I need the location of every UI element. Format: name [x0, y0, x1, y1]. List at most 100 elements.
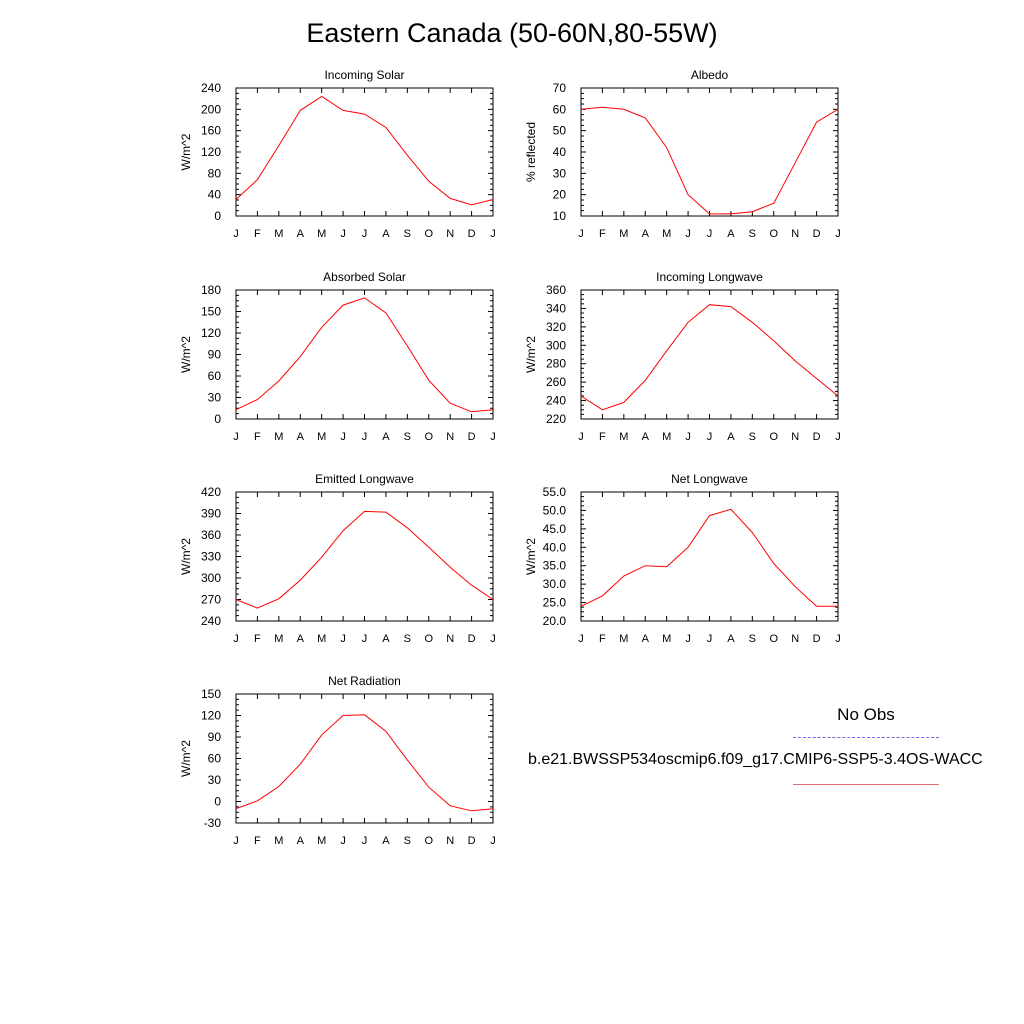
plot-frame	[580, 289, 839, 420]
x-tick-label: M	[662, 431, 671, 443]
x-tick-label: N	[446, 633, 454, 645]
x-tick-label: J	[707, 633, 713, 645]
y-tick-label: 390	[201, 507, 221, 521]
x-tick-label: M	[317, 431, 326, 443]
chart-panel-4: J F M A M J J A S O N D J220240260280300320340360W/m…	[524, 270, 841, 443]
y-tick-label: 120	[201, 145, 221, 159]
y-tick-label: 360	[201, 528, 221, 542]
x-tick-label: S	[404, 835, 411, 847]
panel-title: Incoming Solar	[324, 68, 404, 82]
x-tick-label: A	[297, 633, 305, 645]
y-tick-label: 35.0	[543, 559, 567, 573]
y-tick-label: 0	[214, 209, 221, 223]
x-tick-label: J	[490, 228, 496, 240]
x-tick-label: J	[707, 431, 713, 443]
x-tick-label: J	[685, 228, 691, 240]
y-tick-label: 360	[546, 283, 566, 297]
y-tick-label: 30	[208, 773, 222, 787]
y-tick-label: 200	[201, 102, 221, 116]
y-tick-label: 0	[214, 412, 221, 426]
y-tick-label: 50	[553, 124, 567, 138]
y-tick-label: 420	[201, 485, 221, 499]
x-tick-label: J	[233, 228, 239, 240]
x-tick-label: A	[297, 835, 305, 847]
x-tick-label: J	[578, 431, 584, 443]
y-tick-label: 60	[553, 102, 567, 116]
x-tick-label: S	[749, 431, 756, 443]
x-tick-label: F	[254, 431, 261, 443]
x-tick-label: M	[619, 431, 628, 443]
y-tick-label: 300	[546, 338, 566, 352]
x-tick-label: S	[749, 228, 756, 240]
x-tick-label: J	[685, 431, 691, 443]
series-line	[580, 106, 839, 215]
y-tick-label: 340	[546, 301, 566, 315]
panel-title: Net Longwave	[671, 472, 748, 486]
x-tick-label: D	[813, 633, 821, 645]
y-tick-label: 320	[546, 320, 566, 334]
legend-case-label: b.e21.BWSSP534oscmip6.f09_g17.CMIP6-SSP5…	[528, 751, 983, 768]
x-tick-label: M	[662, 633, 671, 645]
x-tick-label: M	[317, 633, 326, 645]
x-tick-label: J	[490, 633, 496, 645]
x-tick-label: A	[382, 633, 390, 645]
x-tick-label: A	[382, 431, 390, 443]
y-tick-label: 330	[201, 550, 221, 564]
y-axis-label: W/m^2	[179, 740, 193, 777]
y-tick-label: 45.0	[543, 522, 567, 536]
legend-case-line	[793, 784, 939, 785]
panel-title: Incoming Longwave	[656, 270, 763, 284]
y-axis-label: W/m^2	[179, 336, 193, 373]
x-tick-label: O	[769, 431, 778, 443]
x-tick-label: O	[424, 633, 433, 645]
x-tick-label: D	[468, 431, 476, 443]
y-tick-label: 80	[208, 166, 222, 180]
x-tick-label: J	[362, 228, 368, 240]
x-tick-label: F	[599, 228, 606, 240]
x-tick-label: O	[424, 835, 433, 847]
y-tick-label: 60	[208, 752, 222, 766]
x-tick-label: M	[274, 835, 283, 847]
plot-frame	[580, 491, 839, 622]
y-axis-label: W/m^2	[524, 336, 538, 373]
x-tick-label: F	[254, 633, 261, 645]
x-tick-label: S	[404, 228, 411, 240]
y-tick-label: 240	[201, 81, 221, 95]
y-tick-label: 150	[201, 687, 221, 701]
y-tick-label: 10	[553, 209, 567, 223]
y-tick-label: 40	[553, 145, 567, 159]
x-tick-label: J	[835, 431, 841, 443]
chart-panel-3: J F M A M J J A S O N D J0306090120150180W/m^2Absorb…	[179, 270, 496, 443]
x-tick-label: S	[404, 431, 411, 443]
x-tick-label: A	[382, 228, 390, 240]
x-tick-label: D	[468, 835, 476, 847]
y-tick-label: 55.0	[543, 485, 567, 499]
x-tick-label: A	[727, 431, 735, 443]
y-axis-label: W/m^2	[179, 133, 193, 170]
x-tick-label: J	[362, 633, 368, 645]
x-tick-label: J	[362, 835, 368, 847]
panel-title: Net Radiation	[328, 674, 401, 688]
x-tick-label: D	[468, 228, 476, 240]
y-tick-label: 90	[208, 730, 222, 744]
x-tick-label: M	[317, 835, 326, 847]
x-tick-label: N	[791, 633, 799, 645]
series-line	[580, 508, 838, 607]
y-tick-label: 70	[553, 81, 567, 95]
y-axis-label: W/m^2	[179, 538, 193, 575]
panel-title: Albedo	[691, 68, 729, 82]
y-tick-label: 150	[201, 305, 221, 319]
x-tick-label: A	[642, 228, 650, 240]
x-tick-label: J	[233, 835, 239, 847]
y-tick-label: 90	[208, 348, 222, 362]
y-tick-label: 50.0	[543, 503, 567, 517]
chart-panel-6: J F M A M J J A S O N D J20.025.030.035.040.045.050.…	[524, 472, 841, 645]
x-tick-label: A	[727, 228, 735, 240]
x-tick-label: A	[297, 228, 305, 240]
y-tick-label: 30.0	[543, 577, 567, 591]
legend-no-obs-label: No Obs	[837, 705, 895, 724]
x-tick-label: J	[835, 228, 841, 240]
chart-panel-1: J F M A M J J A S O N D J04080120160200240W/m^2Incom…	[179, 68, 496, 240]
